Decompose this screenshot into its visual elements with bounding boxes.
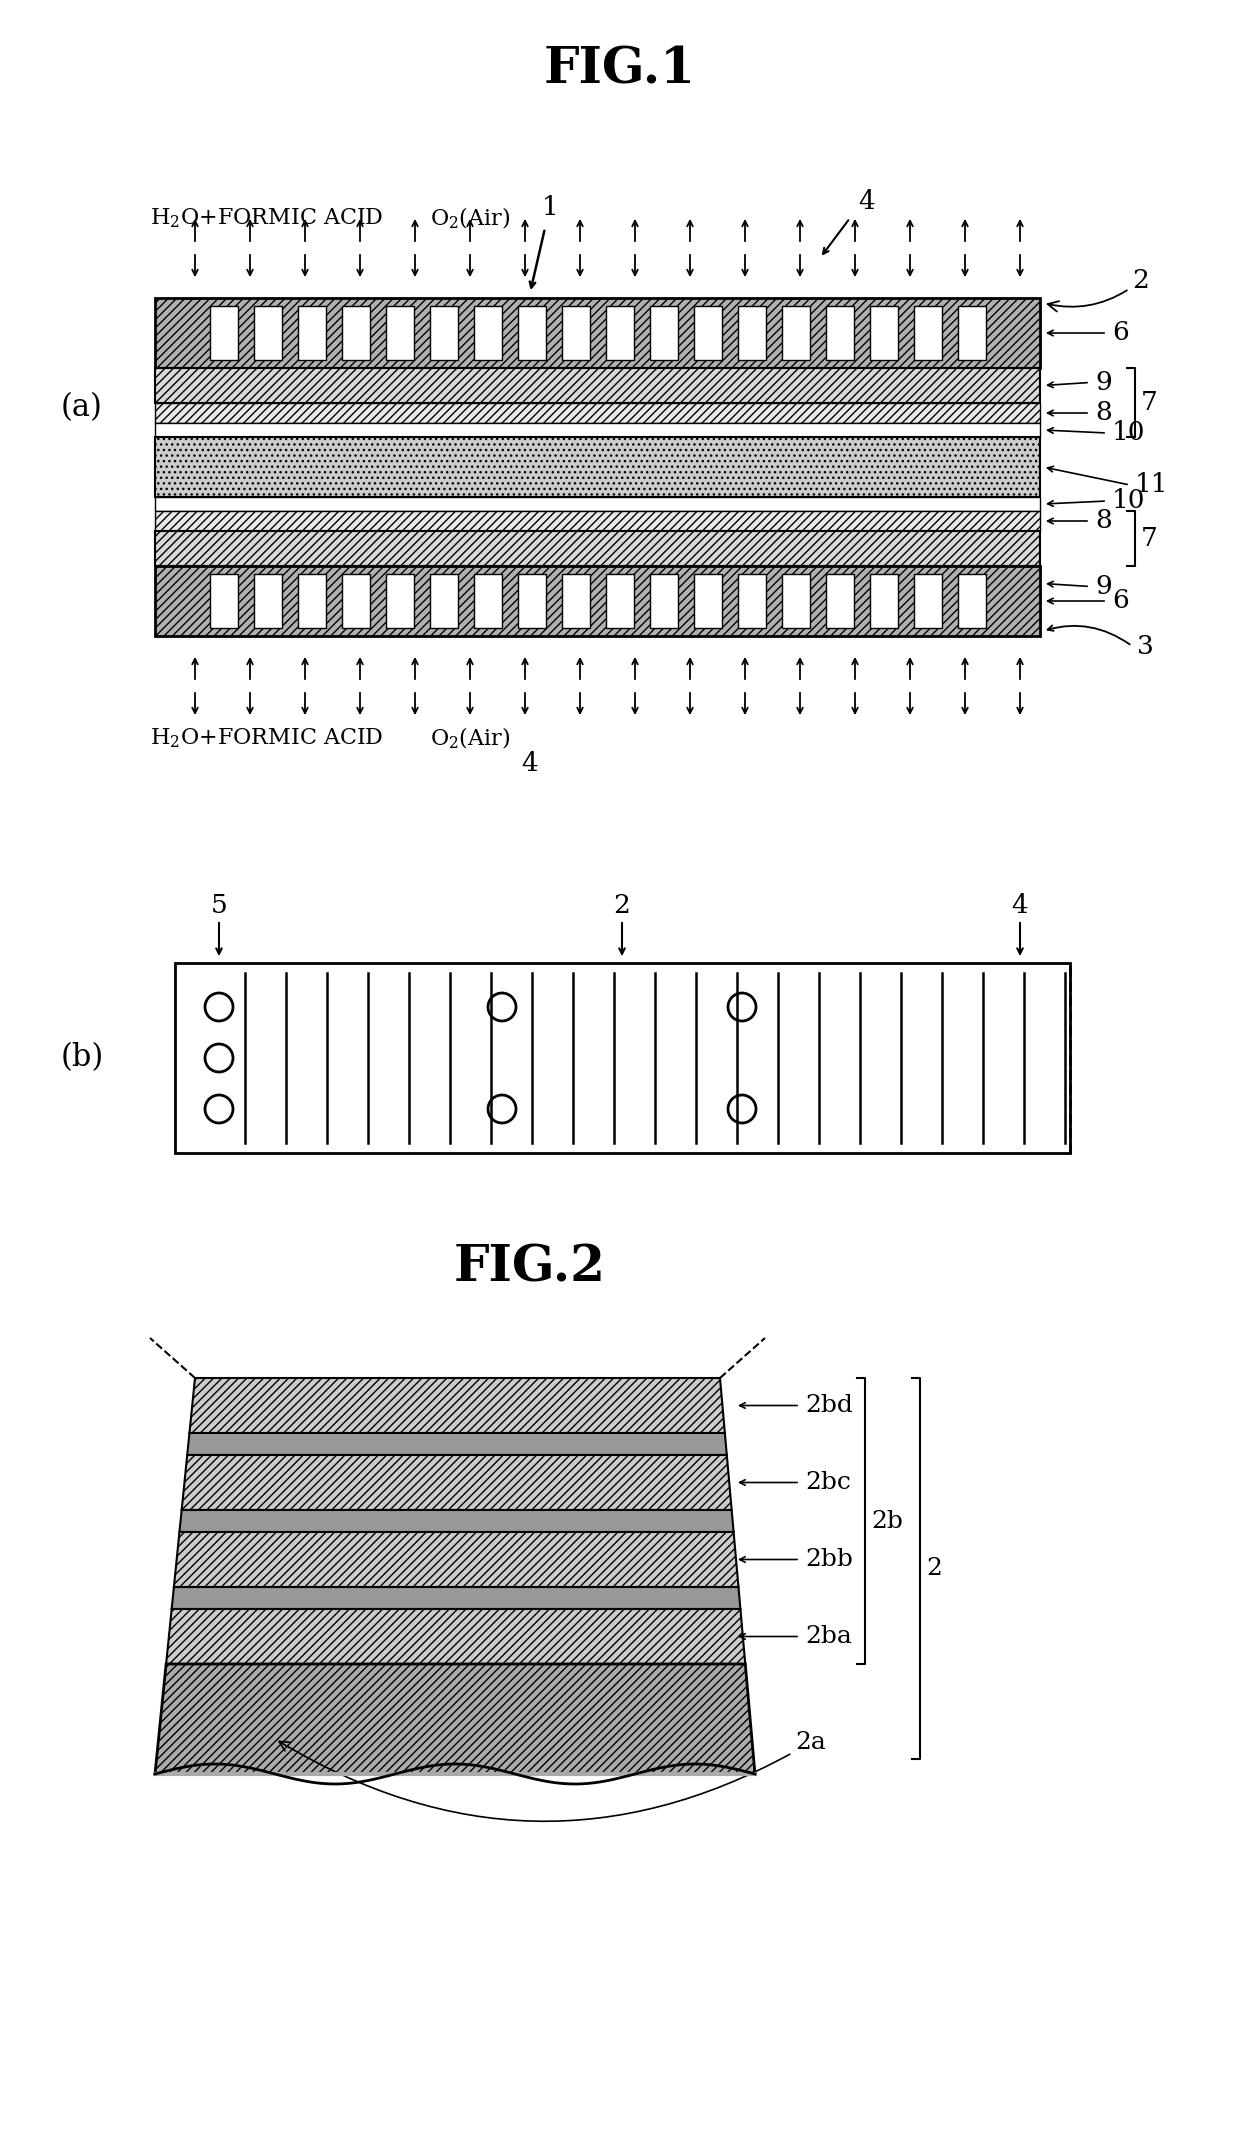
Bar (517, 573, 546, 629)
Bar (781, 306, 810, 359)
Bar (175, 962, 1070, 1152)
Polygon shape (171, 1586, 740, 1610)
Bar (155, 496, 1040, 511)
Text: FIG.2: FIG.2 (454, 1244, 606, 1293)
Polygon shape (166, 1610, 745, 1663)
Text: 8: 8 (1095, 509, 1112, 534)
Bar (155, 567, 1040, 635)
Text: 9: 9 (1095, 370, 1112, 396)
Polygon shape (187, 1432, 727, 1456)
Bar (738, 306, 765, 359)
Bar (155, 423, 1040, 436)
Text: $\mathregular{H_2O}$+FORMIC ACID: $\mathregular{H_2O}$+FORMIC ACID (150, 727, 383, 750)
Bar (650, 306, 677, 359)
Text: 2: 2 (1048, 267, 1149, 312)
Bar (298, 306, 325, 359)
Bar (605, 306, 634, 359)
Bar (562, 573, 589, 629)
Bar (650, 573, 677, 629)
Bar (386, 306, 413, 359)
Text: 10: 10 (1112, 487, 1146, 513)
Text: $\mathregular{O_2}$(Air): $\mathregular{O_2}$(Air) (430, 725, 511, 750)
Text: 3: 3 (1137, 633, 1154, 659)
Bar (253, 573, 281, 629)
Text: 4: 4 (1012, 894, 1028, 917)
Text: 6: 6 (1112, 588, 1128, 614)
Bar (210, 573, 238, 629)
Bar (826, 306, 853, 359)
Polygon shape (174, 1533, 739, 1586)
Bar (869, 573, 898, 629)
Polygon shape (180, 1509, 734, 1533)
Text: 11: 11 (1135, 472, 1168, 498)
Text: 4: 4 (858, 188, 874, 214)
Text: (a): (a) (61, 393, 103, 423)
Text: 2ba: 2ba (805, 1625, 852, 1648)
Bar (957, 306, 986, 359)
Bar (341, 573, 370, 629)
Text: 2: 2 (614, 894, 630, 917)
Polygon shape (155, 1663, 755, 1775)
Text: 1: 1 (542, 195, 558, 220)
Text: 4: 4 (522, 750, 538, 776)
Bar (155, 402, 1040, 423)
Bar (693, 306, 722, 359)
Bar (605, 573, 634, 629)
Text: $\mathregular{O_2}$(Air): $\mathregular{O_2}$(Air) (430, 205, 511, 231)
Text: 6: 6 (1112, 321, 1128, 346)
Bar (957, 573, 986, 629)
Text: 2: 2 (926, 1556, 942, 1580)
Bar (781, 573, 810, 629)
Bar (429, 573, 458, 629)
Bar (253, 306, 281, 359)
Text: 7: 7 (1141, 389, 1158, 415)
Polygon shape (190, 1379, 725, 1432)
Bar (155, 511, 1040, 530)
Text: FIG.1: FIG.1 (544, 45, 696, 94)
Text: 2a: 2a (279, 1732, 826, 1822)
Bar (155, 530, 1040, 567)
Bar (474, 306, 501, 359)
Text: 2bc: 2bc (805, 1471, 851, 1494)
Bar (298, 573, 325, 629)
Bar (155, 368, 1040, 402)
Bar (155, 436, 1040, 496)
Text: $\mathregular{H_2O}$+FORMIC ACID: $\mathregular{H_2O}$+FORMIC ACID (150, 205, 383, 229)
Bar (826, 573, 853, 629)
Bar (386, 573, 413, 629)
Bar (429, 306, 458, 359)
Text: 2bb: 2bb (805, 1548, 853, 1571)
Bar (155, 297, 1040, 368)
Bar (738, 573, 765, 629)
Bar (562, 306, 589, 359)
Bar (869, 306, 898, 359)
Text: 9: 9 (1095, 573, 1112, 599)
Bar (914, 306, 941, 359)
Bar (474, 573, 501, 629)
Bar (914, 573, 941, 629)
Text: 2bd: 2bd (805, 1394, 853, 1417)
Text: 5: 5 (211, 894, 227, 917)
Text: 7: 7 (1141, 526, 1158, 552)
Polygon shape (182, 1456, 732, 1509)
Text: 2b: 2b (870, 1509, 903, 1533)
Bar (210, 306, 238, 359)
Bar (693, 573, 722, 629)
Bar (341, 306, 370, 359)
Bar (517, 306, 546, 359)
Text: 8: 8 (1095, 400, 1112, 425)
Text: (b): (b) (61, 1043, 104, 1073)
Text: 10: 10 (1112, 421, 1146, 445)
